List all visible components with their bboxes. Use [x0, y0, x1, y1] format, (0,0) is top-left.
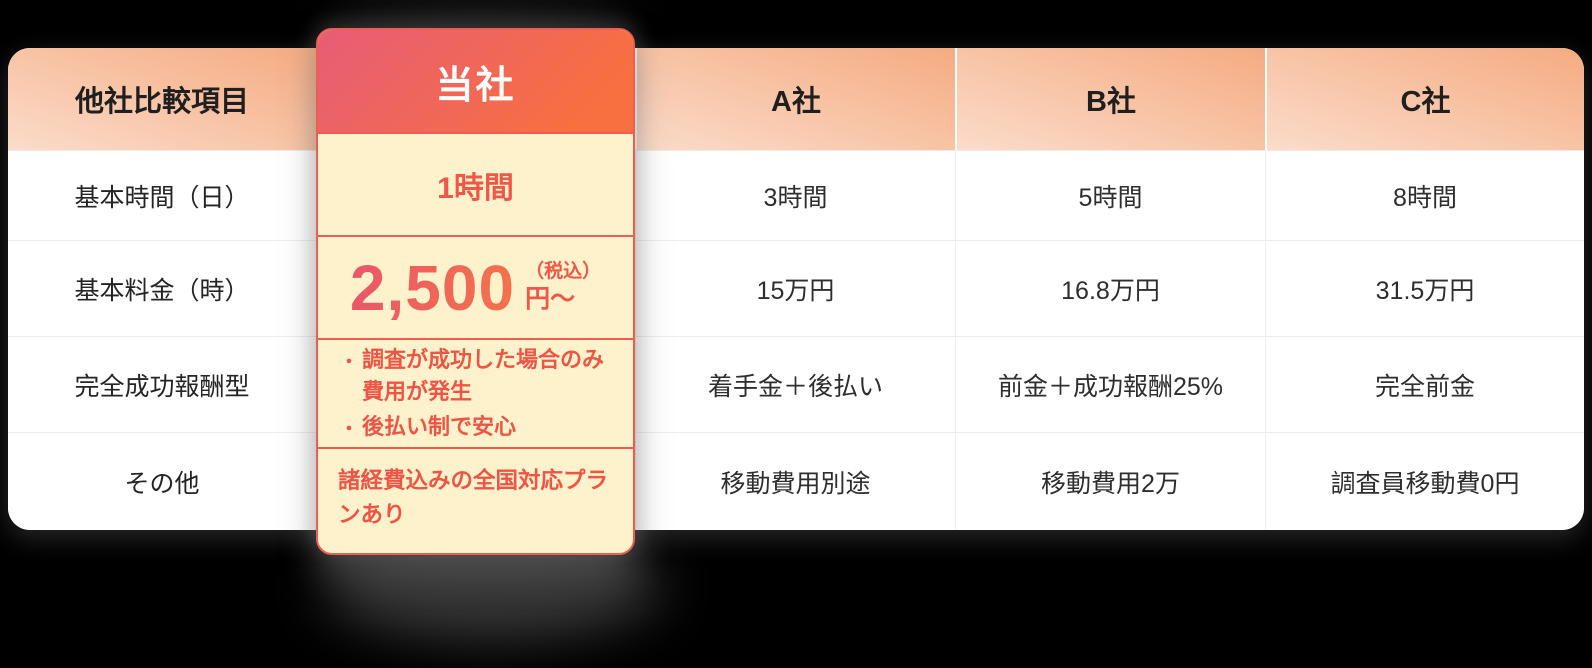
company-a-header: A社: [635, 48, 955, 150]
cell-c-other: 調査員移動費0円: [1265, 432, 1584, 530]
our-price: 2,500 （税込） 円〜: [318, 235, 633, 338]
row-label-other: その他: [8, 432, 316, 530]
our-success-fee-details: ・ 調査が成功した場合のみ費用が発生 ・ 後払い制で安心: [318, 338, 633, 447]
bullet-item: ・ 後払い制で安心: [340, 411, 617, 443]
price-side-notes: （税込） 円〜: [525, 260, 601, 315]
bullet-item: ・ 調査が成功した場合のみ費用が発生: [340, 344, 617, 408]
corner-header-cell: 他社比較項目: [8, 48, 316, 150]
bullet-icon: ・: [340, 419, 358, 440]
cell-a-other: 移動費用別途: [635, 432, 955, 530]
tax-included-note: （税込）: [525, 261, 602, 282]
bullet-icon: ・: [340, 351, 358, 372]
row-label-success-fee: 完全成功報酬型: [8, 336, 316, 432]
comparison-table: 他社比較項目 A社 B社 C社 基本時間（日） 3時間 5時間 8時間 基本料金…: [8, 48, 1584, 530]
cell-b-other: 移動費用2万: [955, 432, 1265, 530]
cell-c-basic-time: 8時間: [1265, 150, 1584, 240]
company-b-header: B社: [955, 48, 1265, 150]
price-unit: 円〜: [525, 284, 576, 313]
row-label-basic-fee: 基本料金（時）: [8, 240, 316, 336]
price-amount: 2,500: [349, 251, 516, 324]
cell-b-basic-time: 5時間: [955, 150, 1265, 240]
company-c-header: C社: [1265, 48, 1584, 150]
bullet-text: 調査が成功した場合のみ費用が発生: [362, 346, 605, 404]
row-label-basic-time: 基本時間（日）: [8, 150, 316, 240]
cell-c-success-fee: 完全前金: [1265, 336, 1584, 432]
our-basic-time: 1時間: [318, 132, 633, 235]
cell-b-success-fee: 前金＋成功報酬25%: [955, 336, 1265, 432]
our-company-title: 当社: [318, 30, 633, 132]
cell-c-basic-fee: 31.5万円: [1265, 240, 1584, 336]
cell-b-basic-fee: 16.8万円: [955, 240, 1265, 336]
cell-a-basic-time: 3時間: [635, 150, 955, 240]
cell-a-success-fee: 着手金＋後払い: [635, 336, 955, 432]
bullet-text: 後払い制で安心: [362, 414, 517, 440]
our-other-note: 諸経費込みの全国対応プランあり: [318, 447, 633, 553]
our-company-card: 当社 1時間 2,500 （税込） 円〜 ・ 調査が成功した場合のみ費用が発生 …: [316, 28, 635, 555]
cell-a-basic-fee: 15万円: [635, 240, 955, 336]
